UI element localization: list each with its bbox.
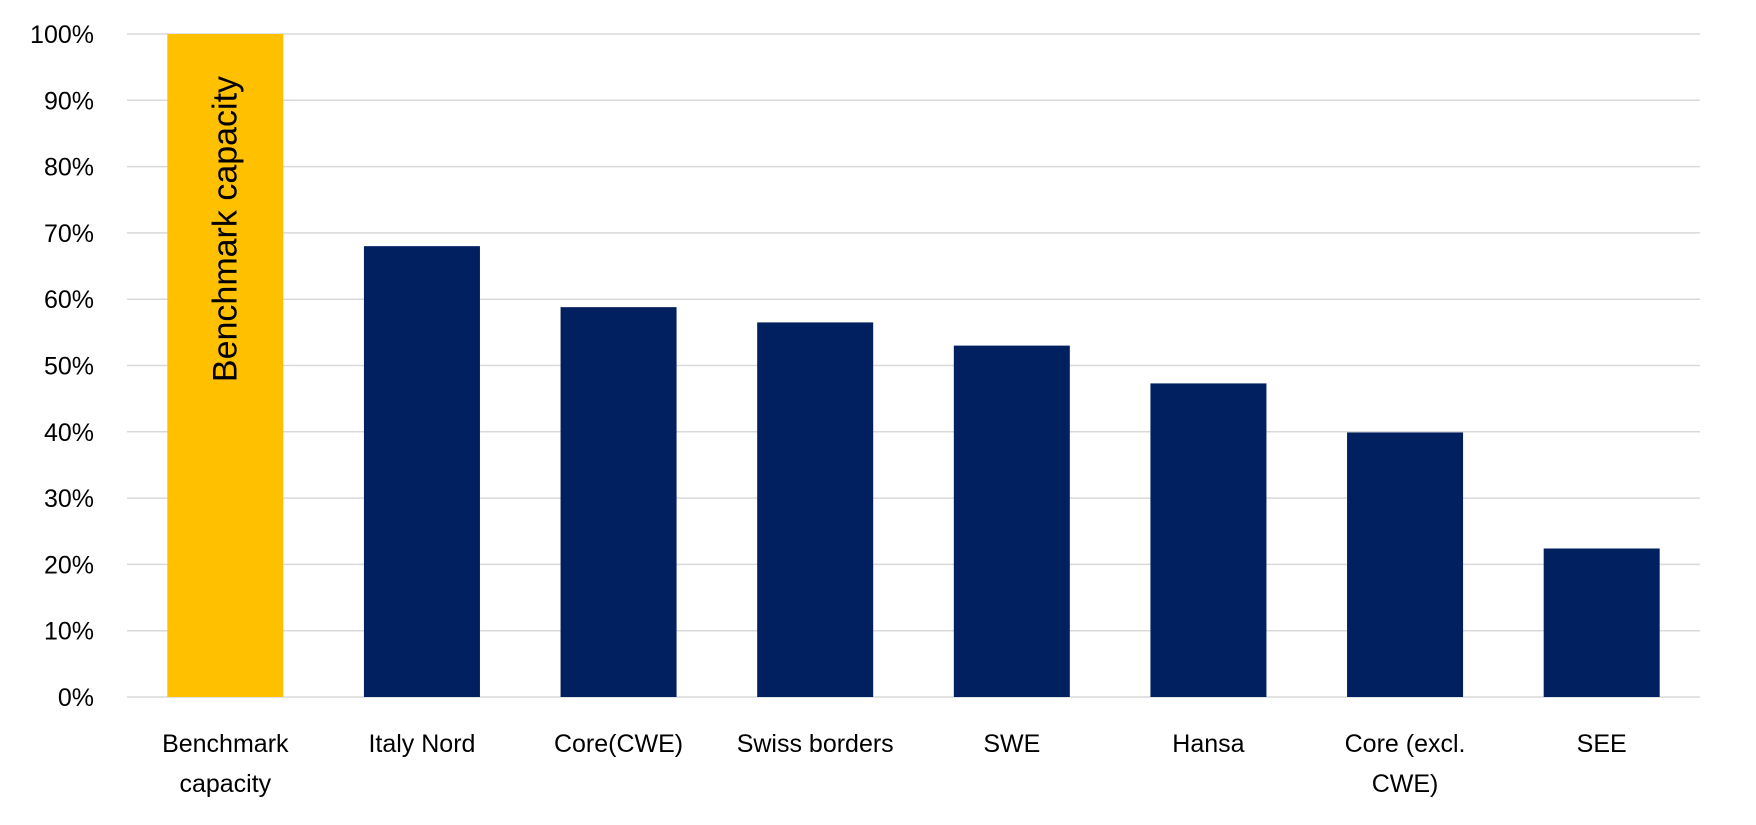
x-category-label: Swiss borders [737, 730, 894, 758]
x-category-label: Hansa [1172, 730, 1244, 758]
y-tick-label: 50% [44, 353, 94, 381]
x-category-label: CWE) [1372, 770, 1439, 798]
y-tick-label: 20% [44, 551, 94, 579]
x-category-label: Benchmark [162, 730, 289, 758]
grid-lines [127, 33, 1700, 698]
y-tick-label: 40% [44, 419, 94, 447]
y-tick-label: 100% [30, 21, 94, 49]
bar-0 [167, 34, 284, 697]
y-tick-label: 80% [44, 154, 94, 182]
x-category-label: SEE [1577, 730, 1627, 758]
x-axis-categories: Benchmark capacity Italy Nord Core(CWE) Swis… [162, 730, 1627, 798]
bar-1 [363, 246, 480, 697]
bar-7 [1543, 548, 1660, 697]
bar-6 [1347, 432, 1464, 697]
bar-3 [757, 322, 874, 697]
y-tick-label: 60% [44, 286, 94, 314]
y-tick-label: 10% [44, 618, 94, 646]
bar-5 [1150, 383, 1267, 697]
bar-4 [953, 345, 1070, 697]
y-axis-ticks: 0% 10% 20% 30% 40% 50% 60% 70% 80% 90% 100% [30, 21, 94, 712]
bar-inner-labels: Benchmark capacity [206, 76, 244, 382]
bar-2 [560, 307, 677, 697]
y-tick-label: 70% [44, 220, 94, 248]
bar-inner-label: Benchmark capacity [206, 76, 244, 382]
x-category-label: Italy Nord [368, 730, 475, 758]
x-category-label: Core (excl. [1345, 730, 1466, 758]
bars [167, 34, 1660, 697]
y-tick-label: 30% [44, 485, 94, 513]
x-category-label: SWE [983, 730, 1040, 758]
x-category-label: Core(CWE) [554, 730, 683, 758]
x-category-label: capacity [179, 770, 271, 798]
y-tick-label: 90% [44, 87, 94, 115]
y-tick-label: 0% [58, 684, 94, 712]
